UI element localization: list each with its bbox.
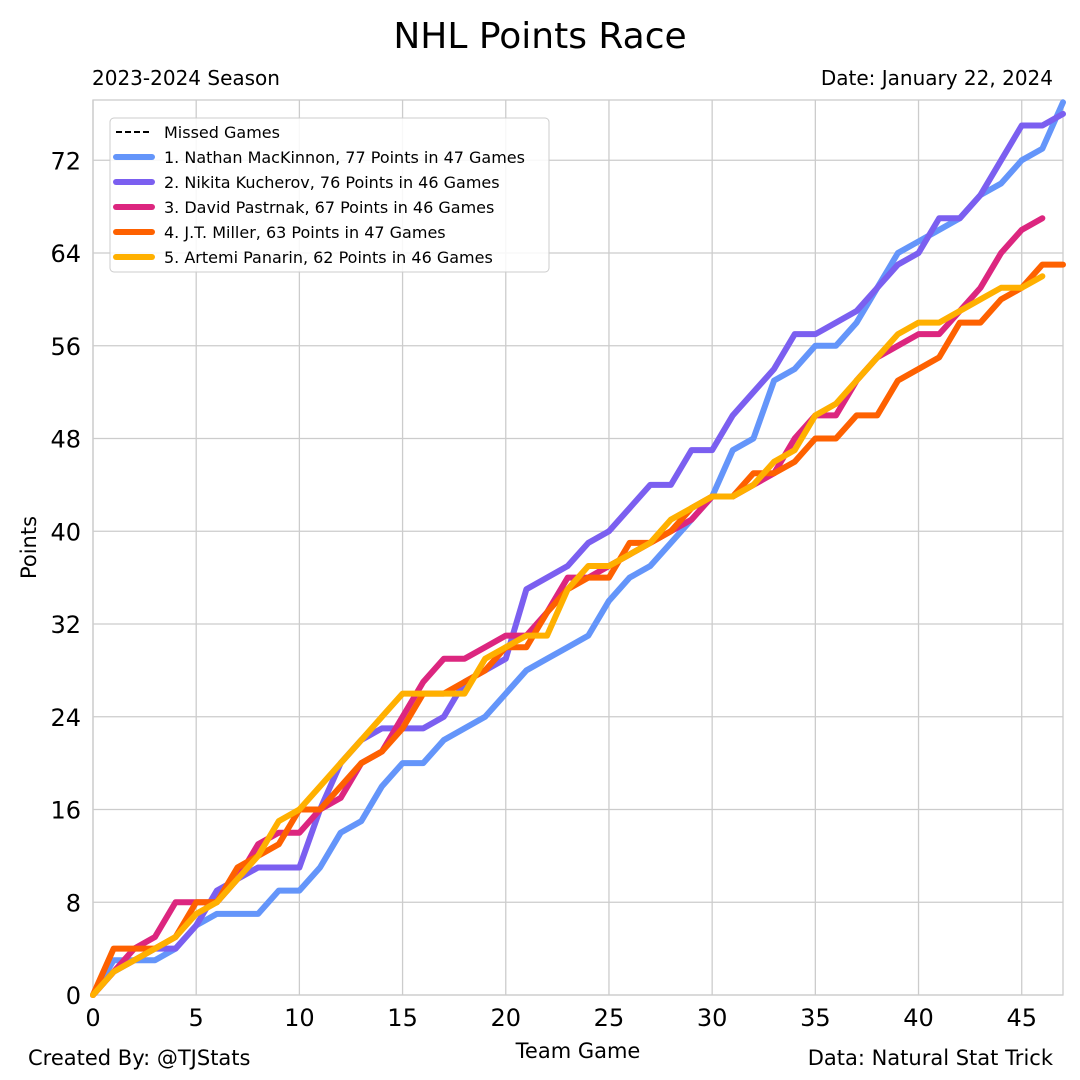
x-tick-label: 45 xyxy=(1006,1004,1037,1032)
date-subtitle: Date: January 22, 2024 xyxy=(820,66,1053,90)
y-tick-label: 56 xyxy=(50,333,81,361)
series-line-5 xyxy=(90,273,1046,998)
x-tick-label: 10 xyxy=(284,1004,315,1032)
y-tick-label: 24 xyxy=(50,704,81,732)
y-tick-label: 48 xyxy=(50,426,81,454)
legend-box xyxy=(109,117,550,273)
y-tick-label: 72 xyxy=(50,147,81,175)
x-tick-label: 15 xyxy=(387,1004,418,1032)
series-line-4 xyxy=(90,261,1066,998)
y-tick-label: 8 xyxy=(66,889,81,917)
legend-label-5: 5. Artemi Panarin, 62 Points in 46 Games xyxy=(164,248,493,267)
series-line-2 xyxy=(90,110,1066,998)
legend-missed-label: Missed Games xyxy=(164,123,280,142)
legend-label-2: 2. Nikita Kucherov, 76 Points in 46 Game… xyxy=(164,173,500,192)
x-axis-label: Team Game xyxy=(515,1039,641,1063)
legend-label-3: 3. David Pastrnak, 67 Points in 46 Games xyxy=(164,198,494,217)
x-tick-label: 40 xyxy=(903,1004,934,1032)
x-tick-label: 0 xyxy=(85,1004,100,1032)
source-text: Data: Natural Stat Trick xyxy=(807,1046,1053,1070)
legend-label-4: 4. J.T. Miller, 63 Points in 47 Games xyxy=(164,223,446,242)
x-tick-label: 35 xyxy=(800,1004,831,1032)
y-tick-label: 40 xyxy=(50,518,81,546)
season-subtitle: 2023-2024 Season xyxy=(92,66,280,90)
y-tick-label: 0 xyxy=(66,982,81,1010)
credit-text: Created By: @TJStats xyxy=(28,1046,251,1070)
series-line-1 xyxy=(90,99,1066,998)
legend-label-1: 1. Nathan MacKinnon, 77 Points in 47 Gam… xyxy=(164,148,525,167)
x-tick-label: 20 xyxy=(490,1004,521,1032)
y-tick-label: 32 xyxy=(50,611,81,639)
y-axis-label: Points xyxy=(17,516,41,579)
y-tick-label: 64 xyxy=(50,240,81,268)
plot-border xyxy=(92,99,1064,996)
chart-title: NHL Points Race xyxy=(393,16,687,57)
x-tick-label: 30 xyxy=(697,1004,728,1032)
y-tick-label: 16 xyxy=(50,797,81,825)
x-tick-label: 25 xyxy=(594,1004,625,1032)
x-tick-label: 5 xyxy=(189,1004,204,1032)
